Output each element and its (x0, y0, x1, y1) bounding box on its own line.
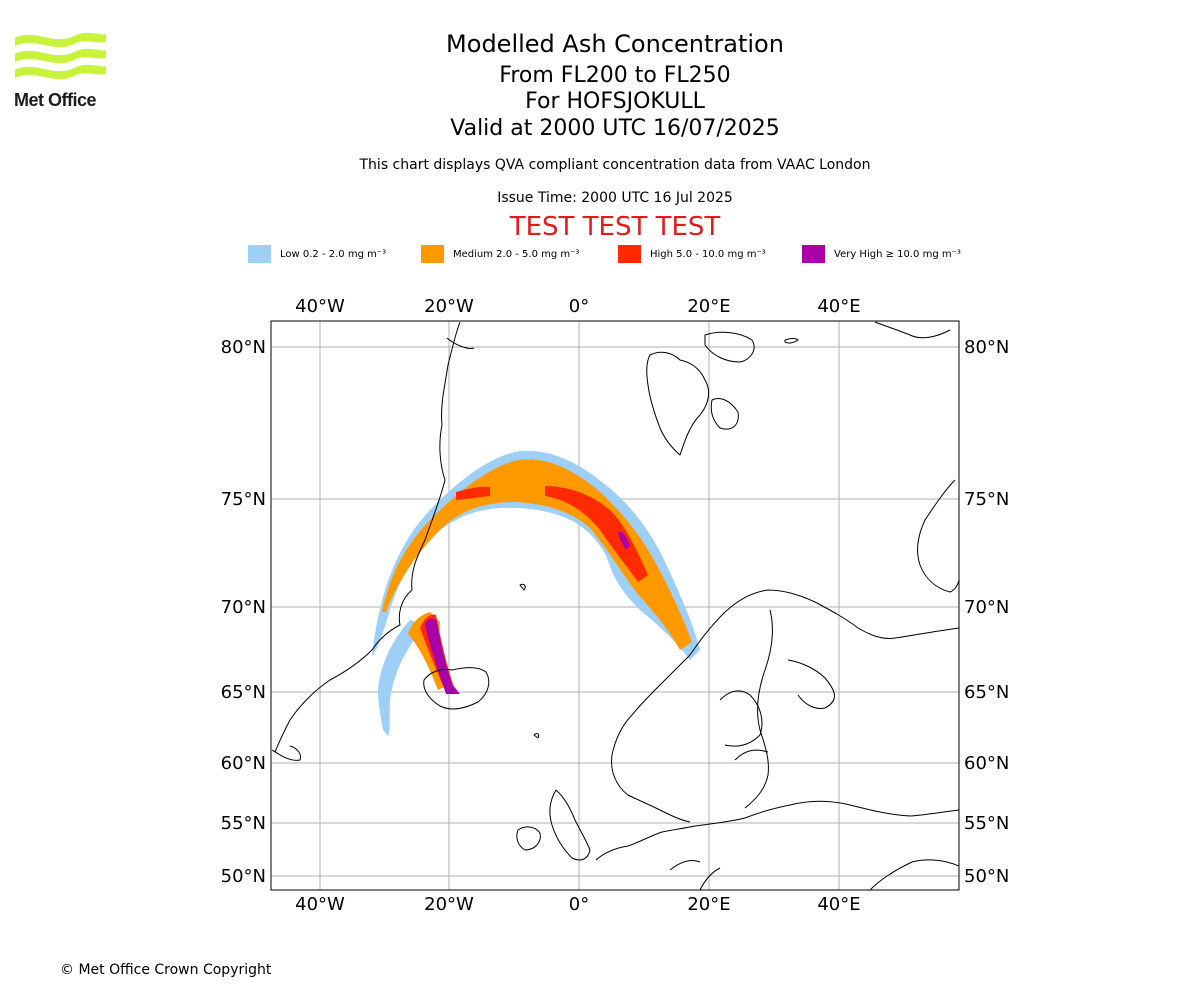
lat-tick-left: 50°N (221, 866, 266, 887)
lon-tick-top: 40°E (817, 296, 860, 317)
gridlines (271, 321, 959, 890)
lon-tick-bottom: 20°E (687, 894, 730, 915)
lat-tick-left: 60°N (221, 753, 266, 774)
lon-tick-top: 20°W (424, 296, 474, 317)
lat-tick-left: 55°N (221, 813, 266, 834)
met-office-wave-icon (15, 32, 106, 80)
ash-very-high-region (425, 531, 630, 694)
lon-tick-bottom: 40°E (817, 894, 860, 915)
title-line-1: Modelled Ash Concentration (446, 30, 784, 58)
title-line-2: From FL200 to FL250 (499, 63, 731, 88)
lon-ticks-top: 40°W 20°W 0° 20°E 40°E (295, 296, 860, 317)
lat-tick-right: 80°N (964, 337, 1009, 358)
legend-swatch-very-high (802, 245, 825, 263)
coastlines (271, 321, 959, 890)
lon-tick-bottom: 0° (569, 894, 589, 915)
title-line-3: For HOFSJOKULL (525, 89, 705, 114)
subtitle: This chart displays QVA compliant concen… (359, 157, 871, 173)
legend-label-low: Low 0.2 - 2.0 mg m⁻³ (280, 248, 387, 260)
map-frame (270, 320, 960, 891)
lat-tick-right: 55°N (964, 813, 1009, 834)
met-office-logo: Met Office (14, 30, 108, 114)
test-banner: TEST TEST TEST (509, 212, 721, 242)
lat-tick-right: 70°N (964, 597, 1009, 618)
lat-tick-left: 65°N (221, 682, 266, 703)
lat-tick-right: 60°N (964, 753, 1009, 774)
legend-swatch-high (618, 245, 641, 263)
lat-tick-left: 70°N (221, 597, 266, 618)
legend-item-very-high: Very High ≥ 10.0 mg m⁻³ (802, 244, 961, 264)
lon-ticks-bottom: 40°W 20°W 0° 20°E 40°E (295, 894, 860, 915)
lon-tick-top: 40°W (295, 296, 345, 317)
lon-tick-bottom: 40°W (295, 894, 345, 915)
legend-label-very-high: Very High ≥ 10.0 mg m⁻³ (834, 248, 961, 260)
legend-item-low: Low 0.2 - 2.0 mg m⁻³ (248, 244, 386, 264)
lon-tick-top: 20°E (687, 296, 730, 317)
lat-tick-right: 75°N (964, 489, 1009, 510)
issue-time: Issue Time: 2000 UTC 16 Jul 2025 (497, 190, 733, 206)
lat-tick-right: 50°N (964, 866, 1009, 887)
lat-tick-right: 65°N (964, 682, 1009, 703)
legend-label-medium: Medium 2.0 - 5.0 mg m⁻³ (453, 248, 580, 260)
copyright: © Met Office Crown Copyright (60, 962, 272, 978)
lat-ticks-right: 80°N 75°N 70°N 65°N 60°N 55°N 50°N (964, 337, 1009, 887)
legend-swatch-low (248, 245, 271, 263)
lat-ticks-left: 80°N 75°N 70°N 65°N 60°N 55°N 50°N (221, 337, 266, 887)
lon-tick-bottom: 20°W (424, 894, 474, 915)
ash-map: 40°W 20°W 0° 20°E 40°E 40°W 20°W 0° 20°E… (221, 296, 1010, 915)
lon-tick-top: 0° (569, 296, 589, 317)
lat-tick-left: 75°N (221, 489, 266, 510)
legend-swatch-medium (421, 245, 444, 263)
legend-label-high: High 5.0 - 10.0 mg m⁻³ (650, 248, 766, 260)
title-line-4: Valid at 2000 UTC 16/07/2025 (450, 116, 780, 141)
legend-item-high: High 5.0 - 10.0 mg m⁻³ (618, 244, 766, 264)
lat-tick-left: 80°N (221, 337, 266, 358)
logo-text: Met Office (14, 90, 97, 110)
legend-item-medium: Medium 2.0 - 5.0 mg m⁻³ (421, 244, 579, 264)
